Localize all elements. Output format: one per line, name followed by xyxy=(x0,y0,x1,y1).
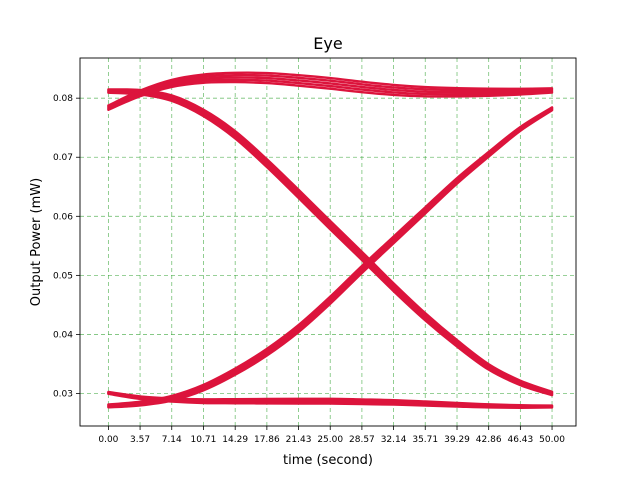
x-tick-label: 17.86 xyxy=(254,435,280,445)
x-tick-label: 46.43 xyxy=(507,435,533,445)
x-tick-label: 35.71 xyxy=(412,435,438,445)
x-tick-label: 10.71 xyxy=(191,435,217,445)
y-tick-label: 0.07 xyxy=(53,153,73,163)
x-tick-label: 0.00 xyxy=(98,435,118,445)
trace-constant-high xyxy=(107,73,554,108)
y-tick-label: 0.04 xyxy=(53,330,73,340)
x-tick-label: 32.14 xyxy=(381,435,407,445)
y-axis-label: Output Power (mW) xyxy=(29,178,44,306)
x-tick-label: 21.43 xyxy=(286,435,312,445)
x-tick-label: 42.86 xyxy=(476,435,502,445)
y-tick-label: 0.03 xyxy=(53,390,73,400)
trace-high-to-low-transition xyxy=(107,90,554,396)
trace-high-to-low-transition xyxy=(107,91,554,397)
traces xyxy=(107,71,554,409)
x-tick-label: 39.29 xyxy=(444,435,470,445)
trace-constant-high xyxy=(107,76,554,109)
y-axis-ticks: 0.03 0.04 0.05 0.06 0.07 0.08 xyxy=(53,94,80,400)
trace-constant-high xyxy=(107,71,554,107)
y-tick-label: 0.06 xyxy=(53,212,73,222)
plot-frame xyxy=(79,57,577,427)
y-tick-label: 0.05 xyxy=(53,271,73,281)
x-tick-label: 25.00 xyxy=(317,435,343,445)
trace-low-to-high-transition xyxy=(107,106,554,406)
trace-constant-low xyxy=(107,390,554,407)
x-tick-label: 50.00 xyxy=(539,435,565,445)
trace-constant-high xyxy=(107,78,554,110)
x-axis-label: time (second) xyxy=(283,453,373,468)
trace-constant-high xyxy=(107,80,554,111)
x-tick-label: 7.14 xyxy=(162,435,182,445)
trace-high-to-low-transition xyxy=(107,89,554,394)
x-tick-label: 3.57 xyxy=(130,435,150,445)
x-tick-label: 28.57 xyxy=(349,435,375,445)
x-tick-label: 14.29 xyxy=(222,435,248,445)
trace-high-to-low-transition xyxy=(107,88,554,394)
chart-title: Eye xyxy=(313,34,342,53)
trace-high-to-low-transition xyxy=(107,89,554,395)
x-axis-ticks: 0.00 3.57 7.14 10.71 14.29 17.86 21.43 25.00 28.… xyxy=(98,426,565,445)
y-tick-label: 0.08 xyxy=(53,94,73,104)
